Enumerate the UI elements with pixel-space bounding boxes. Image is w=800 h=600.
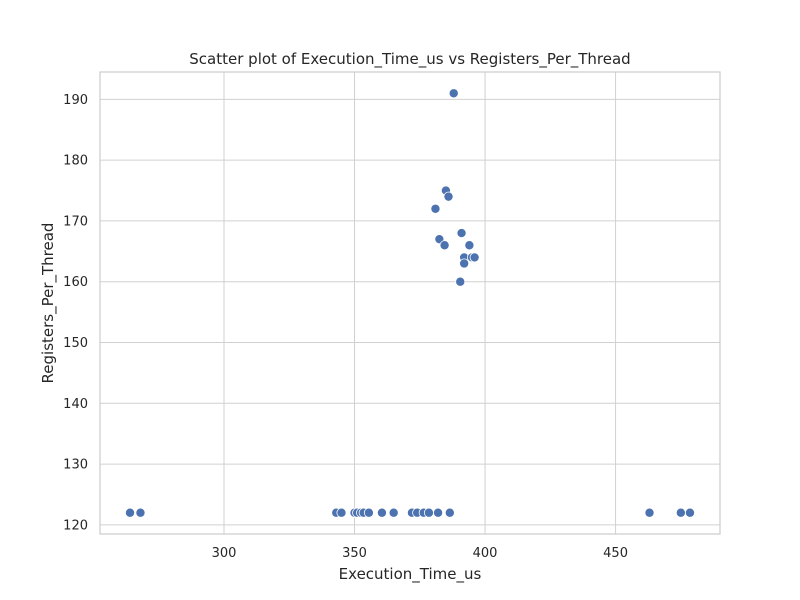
y-tick-label: 180 (63, 154, 88, 169)
data-point (423, 507, 434, 518)
x-tick-labels: 300 350 400 450 (212, 546, 628, 561)
chart-title: Scatter plot of Execution_Time_us vs Reg… (189, 50, 630, 69)
y-tick-label: 120 (63, 518, 88, 533)
data-point (336, 507, 347, 518)
y-tick-label: 160 (63, 275, 88, 290)
data-point (433, 507, 444, 518)
data-point (135, 507, 146, 518)
data-point (439, 240, 450, 251)
data-point (464, 240, 475, 251)
y-tick-label: 150 (63, 336, 88, 351)
y-tick-labels: 120 130 140 150 160 170 180 190 (63, 93, 88, 534)
data-point (125, 507, 136, 518)
data-point (376, 507, 387, 518)
data-point (430, 203, 441, 214)
x-tick-label: 450 (603, 546, 628, 561)
y-axis-label: Registers_Per_Thread (39, 223, 58, 384)
data-point (644, 507, 655, 518)
y-tick-label: 190 (63, 93, 88, 108)
data-point (456, 228, 467, 239)
data-point (469, 252, 480, 263)
data-point (444, 507, 455, 518)
x-tick-label: 300 (212, 546, 237, 561)
grid-lines (100, 72, 720, 534)
x-tick-label: 400 (473, 546, 498, 561)
y-tick-label: 170 (63, 214, 88, 229)
y-tick-label: 130 (63, 458, 88, 473)
data-point (459, 258, 470, 269)
data-point (675, 507, 686, 518)
data-points (125, 88, 695, 518)
x-tick-label: 350 (342, 546, 367, 561)
y-tick-label: 140 (63, 397, 88, 412)
data-point (443, 191, 454, 202)
data-point (448, 88, 459, 99)
plot-frame (99, 71, 721, 535)
data-point (455, 276, 466, 287)
x-axis-label: Execution_Time_us (339, 565, 482, 584)
data-point (388, 507, 399, 518)
data-point (684, 507, 695, 518)
data-point (363, 507, 374, 518)
